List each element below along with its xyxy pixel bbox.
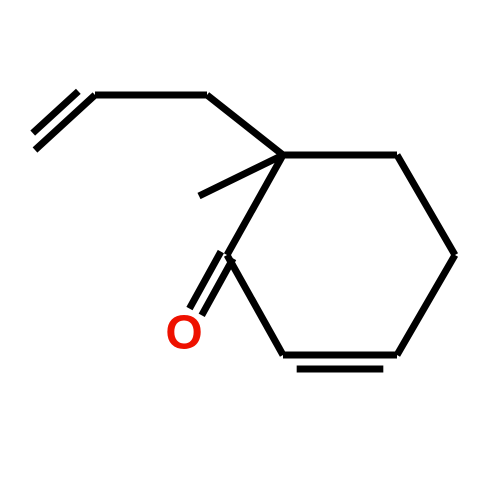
bond-double: [202, 258, 233, 315]
bond-single: [397, 255, 455, 355]
bond-single: [207, 95, 283, 155]
bond-single: [397, 155, 455, 255]
molecule-diagram: O: [0, 0, 500, 500]
bond-single: [227, 255, 283, 355]
atom-o: O: [165, 307, 202, 360]
bond-double: [189, 252, 220, 309]
